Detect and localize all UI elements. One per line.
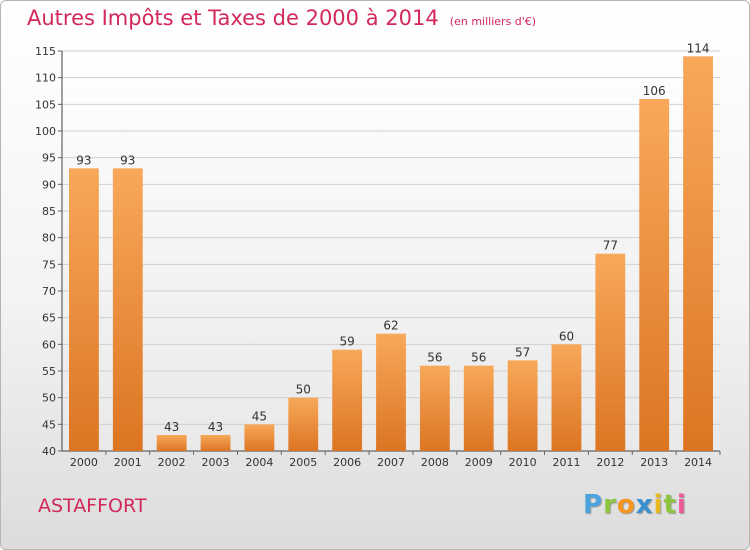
bar-value-label: 57 [515,345,530,359]
x-tick-label: 2011 [552,456,580,469]
bar [551,344,582,451]
bar [463,365,494,451]
bar [69,168,99,452]
bar-value-label: 56 [471,351,486,365]
y-tick-label: 105 [35,98,56,111]
x-tick-label: 2012 [596,456,624,469]
bar [683,56,713,451]
x-tick-label: 2002 [158,456,186,469]
chart-unit: (en milliers d'€) [449,15,537,28]
x-tick-label: 2008 [421,456,449,469]
bar [595,253,626,451]
bar-value-label: 114 [687,41,710,55]
x-tick-label: 2004 [245,456,273,469]
bar [332,349,363,451]
bar [200,435,231,451]
bar-value-label: 59 [339,335,354,349]
y-tick-label: 70 [42,285,56,298]
bar-value-label: 93 [76,153,91,167]
bar-value-label: 60 [559,329,574,343]
x-tick-label: 2009 [465,456,493,469]
bar [112,168,143,452]
x-tick-label: 2007 [377,456,405,469]
x-tick-label: 2014 [684,456,712,469]
location-name: ASTAFFORT [38,495,147,517]
bar-value-label: 56 [427,351,442,365]
x-tick-label: 2010 [509,456,537,469]
bar-value-label: 50 [296,383,311,397]
chart-title-block: Autres Impôts et Taxes de 2000 à 2014 (e… [27,6,536,30]
y-tick-label: 115 [35,45,56,58]
bar-value-label: 43 [208,420,223,434]
y-tick-label: 65 [42,312,56,325]
bar-value-label: 43 [164,420,179,434]
y-tick-label: 80 [42,232,56,245]
y-tick-label: 50 [42,392,56,405]
bar-value-label: 77 [603,239,618,253]
x-tick-label: 2003 [202,456,230,469]
bar-value-label: 62 [383,319,398,333]
bar [419,365,450,451]
bar [639,99,670,451]
x-tick-label: 2013 [640,456,668,469]
x-tick-label: 2006 [333,456,361,469]
y-tick-label: 75 [42,258,56,271]
bar [507,360,538,451]
x-tick-label: 2000 [70,456,98,469]
proxiti-logo: Proxiti [583,490,687,520]
bar [376,333,406,451]
x-tick-label: 2001 [114,456,142,469]
y-tick-label: 95 [42,152,56,165]
y-tick-label: 60 [42,338,56,351]
x-tick-label: 2005 [289,456,317,469]
y-tick-label: 100 [35,125,56,138]
y-tick-label: 55 [42,365,56,378]
bar-value-label: 93 [120,153,135,167]
y-tick-label: 110 [35,72,56,85]
bar [156,435,187,451]
y-tick-label: 45 [42,418,56,431]
y-tick-label: 85 [42,205,56,218]
bar-value-label: 45 [252,409,267,423]
bar [288,397,319,451]
y-tick-label: 40 [42,445,56,458]
bar [244,424,275,451]
y-tick-label: 90 [42,178,56,191]
bar-value-label: 106 [643,84,666,98]
chart-title: Autres Impôts et Taxes de 2000 à 2014 [27,6,439,30]
